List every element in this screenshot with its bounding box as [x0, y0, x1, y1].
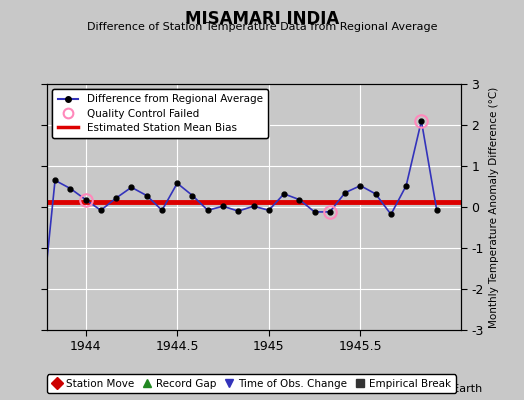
Text: Berkeley Earth: Berkeley Earth — [400, 384, 482, 394]
Text: MISAMARI INDIA: MISAMARI INDIA — [185, 10, 339, 28]
Text: Difference of Station Temperature Data from Regional Average: Difference of Station Temperature Data f… — [87, 22, 437, 32]
Legend: Station Move, Record Gap, Time of Obs. Change, Empirical Break: Station Move, Record Gap, Time of Obs. C… — [47, 374, 456, 393]
Legend: Difference from Regional Average, Quality Control Failed, Estimated Station Mean: Difference from Regional Average, Qualit… — [52, 89, 268, 138]
Y-axis label: Monthly Temperature Anomaly Difference (°C): Monthly Temperature Anomaly Difference (… — [489, 86, 499, 328]
